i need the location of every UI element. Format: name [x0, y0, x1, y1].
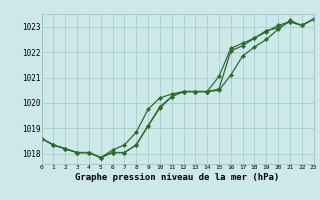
X-axis label: Graphe pression niveau de la mer (hPa): Graphe pression niveau de la mer (hPa) — [76, 173, 280, 182]
